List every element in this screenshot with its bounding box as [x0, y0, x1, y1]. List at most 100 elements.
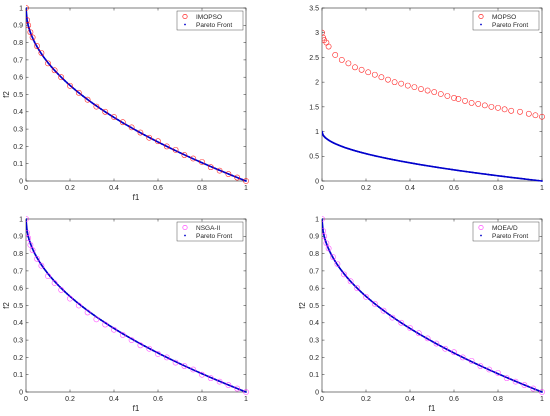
pareto-front-point — [130, 126, 132, 129]
solution-point — [51, 280, 58, 286]
solution-point — [27, 29, 34, 36]
pareto-front-point — [348, 148, 350, 150]
pareto-front-point — [428, 165, 431, 168]
solution-point — [488, 103, 495, 110]
pareto-front-point — [149, 348, 152, 350]
pareto-front-point — [47, 62, 50, 65]
x-tick-label: 0.8 — [197, 396, 207, 403]
solution-point — [207, 164, 214, 171]
pareto-front-point — [241, 178, 244, 181]
pareto-front-point — [53, 280, 56, 283]
data-marks — [322, 216, 545, 395]
pareto-front-point — [84, 307, 87, 310]
legend-entry-pareto-front: Pareto Front — [492, 233, 528, 240]
solution-point — [481, 102, 488, 109]
pareto-front-point — [506, 377, 509, 379]
pareto-front-point — [346, 147, 349, 150]
pareto-front-point — [462, 170, 465, 173]
solution-point — [225, 382, 232, 388]
solution-point — [27, 242, 34, 248]
legend-dot-marker — [184, 23, 186, 26]
pareto-front-point — [391, 315, 394, 318]
y-tick-label: 1.5 — [309, 104, 319, 111]
y-tick-label: 0.4 — [13, 320, 23, 327]
pareto-front-point — [158, 141, 160, 144]
pareto-front-point — [534, 179, 536, 182]
solution-point — [163, 143, 170, 150]
pareto-front-point — [322, 231, 325, 234]
solution-point — [75, 302, 82, 309]
pareto-front-point — [26, 222, 28, 225]
pareto-front-point — [358, 289, 361, 292]
solution-point — [75, 89, 82, 96]
pareto-front-point — [415, 163, 418, 165]
x-tick-label: 0.6 — [449, 396, 459, 403]
pareto-front-point — [349, 280, 352, 283]
solution-point — [325, 245, 332, 252]
pareto-front-point — [31, 247, 34, 250]
solution-point — [29, 34, 36, 41]
pareto-front-point — [484, 173, 487, 176]
legend-entry-pareto-front: Pareto Front — [196, 233, 232, 240]
pareto-front-point — [77, 91, 80, 94]
y-tick-label: 0.7 — [309, 268, 319, 275]
pareto-front-point — [117, 329, 119, 332]
legend-entry-algorithm: MOPSO — [492, 14, 516, 21]
y-tick-label: 2 — [315, 80, 319, 87]
y-tick-label: 0.2 — [13, 144, 23, 151]
pareto-front-point — [50, 276, 53, 279]
x-tick-label: 0 — [24, 185, 28, 192]
solution-point — [155, 351, 161, 357]
y-axis-label: f2 — [298, 302, 307, 309]
solution-point — [26, 216, 29, 222]
pareto-front-point — [323, 236, 326, 239]
pareto-front-point — [337, 144, 340, 147]
pareto-front-point — [373, 154, 376, 157]
solution-point — [486, 366, 493, 373]
solution-point — [119, 332, 126, 338]
solution-point — [67, 82, 73, 89]
pareto-front-point — [201, 161, 203, 164]
solution-point — [225, 171, 232, 177]
solution-point — [172, 146, 179, 153]
solution-point — [532, 112, 539, 119]
pareto-front-point — [340, 145, 343, 148]
pareto-front-point — [345, 146, 347, 149]
pareto-front-point — [513, 379, 516, 382]
pareto-front-point — [408, 326, 410, 329]
solution-point — [442, 345, 449, 352]
solution-point — [199, 159, 205, 165]
pareto-front-point — [26, 20, 29, 23]
x-tick-label: 0.4 — [405, 185, 415, 192]
pareto-front-point — [439, 166, 442, 169]
solution-point — [415, 330, 422, 337]
pareto-front-point — [378, 155, 380, 158]
pareto-front-point — [389, 158, 391, 160]
solution-point — [334, 261, 341, 267]
pareto-front-point — [541, 391, 543, 393]
legend-entry-pareto-front: Pareto Front — [492, 22, 528, 29]
legend-box — [176, 10, 244, 31]
solution-point — [93, 103, 100, 110]
pareto-front-point — [117, 118, 119, 121]
pareto-front-point — [143, 134, 146, 136]
y-tick-label: 0.1 — [309, 372, 319, 379]
pareto-front-point — [135, 129, 138, 132]
solution-point — [128, 124, 135, 131]
pareto-front-point — [386, 312, 389, 315]
pareto-front-point — [418, 163, 421, 166]
legend-box — [472, 10, 540, 31]
pareto-front-point — [475, 172, 477, 174]
x-tick-label: 0.4 — [405, 396, 415, 403]
y-tick-label: 0.5 — [13, 303, 23, 310]
pareto-front-point — [214, 378, 217, 381]
pareto-front-point — [100, 319, 102, 321]
x-tick-label: 0.4 — [109, 185, 119, 192]
legend-circle-marker — [478, 225, 484, 231]
pareto-front-point — [358, 151, 361, 153]
solution-point — [371, 71, 378, 78]
solution-point — [330, 254, 336, 260]
solution-point — [462, 98, 468, 104]
